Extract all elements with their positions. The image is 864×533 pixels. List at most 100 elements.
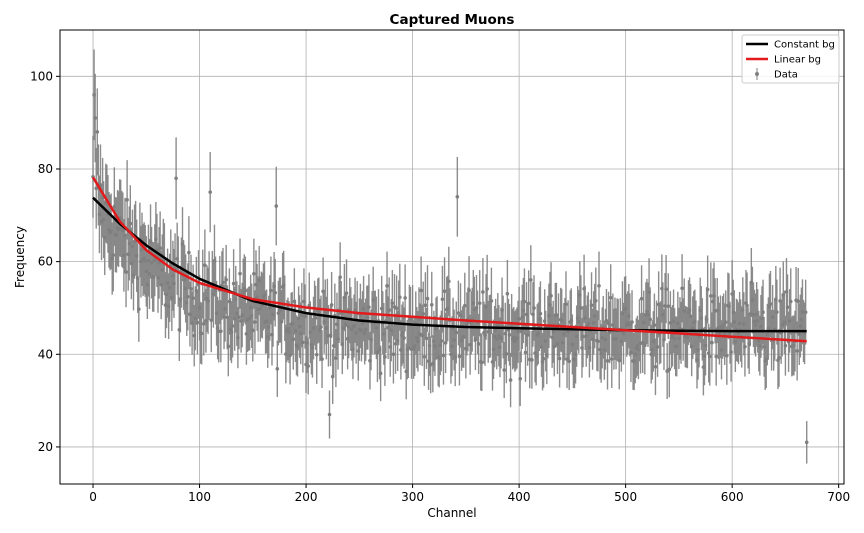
data-point [707, 354, 712, 359]
data-point [187, 250, 191, 255]
data-point [329, 303, 334, 307]
legend-label-linear-bg: Linear bg [774, 55, 821, 66]
data-point [489, 299, 494, 303]
data-point [95, 130, 100, 134]
data-point [639, 296, 644, 301]
data-point [231, 281, 236, 286]
data-point [761, 310, 765, 314]
data-point [367, 305, 371, 309]
data-point [221, 280, 225, 285]
data-point [480, 360, 484, 365]
data-point [667, 367, 672, 372]
data-point [714, 354, 718, 359]
y-tick-label: 40 [38, 347, 53, 361]
data-point [653, 364, 658, 369]
data-point [224, 277, 228, 282]
legend-box [741, 34, 840, 84]
data-point [743, 344, 747, 349]
data-point [796, 299, 800, 303]
data-point [275, 367, 280, 371]
legend-swatch-data [755, 68, 759, 80]
data-point [338, 275, 342, 279]
data-point [522, 299, 527, 304]
data-point [174, 176, 178, 181]
data-point [419, 288, 423, 293]
data-point [344, 291, 349, 295]
data-point [238, 271, 242, 276]
data-point [745, 303, 749, 308]
x-tick-label: 700 [827, 490, 850, 504]
data-point [532, 306, 536, 310]
data-point [291, 337, 296, 341]
data-point [596, 339, 600, 344]
data-point [124, 270, 128, 274]
data-point [226, 344, 231, 349]
data-point [549, 294, 553, 298]
data-point [526, 301, 531, 306]
data-point [775, 310, 779, 314]
data-point [111, 253, 116, 257]
data-point [481, 290, 485, 294]
data-point [387, 308, 391, 312]
data-point [320, 357, 324, 361]
data-point [230, 324, 235, 328]
data-point [391, 352, 396, 357]
data-point [128, 221, 133, 226]
data-point [557, 356, 562, 361]
data-point [456, 311, 461, 315]
data-point [199, 331, 204, 336]
data-point [243, 288, 248, 293]
data-point [579, 306, 583, 310]
data-point [648, 317, 652, 322]
data-point [664, 287, 668, 291]
data-point [441, 353, 446, 358]
data-point [785, 305, 790, 310]
x-tick-label: 400 [508, 490, 531, 504]
data-point [564, 302, 568, 307]
data-point [788, 299, 793, 304]
data-point [594, 298, 598, 303]
legend: Constant bg Linear bg Data [741, 34, 840, 84]
data-point [804, 440, 809, 445]
data-point [783, 343, 788, 348]
data-point [191, 296, 195, 300]
data-point [439, 339, 444, 343]
data-point [777, 356, 781, 360]
data-point [93, 116, 97, 120]
data-point [477, 301, 482, 305]
data-point [530, 358, 534, 362]
data-point [189, 286, 193, 291]
x-tick-label: 600 [721, 490, 744, 504]
data-point [334, 356, 338, 360]
data-point [502, 368, 506, 372]
data-point [778, 299, 782, 303]
data-point [508, 378, 513, 382]
data-point [394, 306, 399, 311]
data-point [447, 279, 451, 284]
data-point [476, 342, 481, 346]
x-tick-label: 300 [401, 490, 424, 504]
data-point [652, 323, 657, 327]
data-point [378, 371, 383, 376]
data-point [680, 286, 684, 291]
data-point [301, 340, 305, 345]
data-point [709, 294, 713, 298]
data-point [457, 354, 462, 359]
data-point [314, 352, 319, 357]
data-point [541, 356, 546, 361]
data-point [538, 311, 543, 316]
data-point [137, 307, 141, 311]
data-point [485, 287, 489, 291]
data-point [504, 352, 509, 356]
data-point [402, 336, 406, 340]
data-point [768, 302, 773, 306]
data-point [186, 294, 190, 299]
data-point [203, 263, 207, 267]
data-point [597, 284, 601, 288]
data-point [581, 334, 585, 339]
y-tick-label: 60 [38, 255, 53, 269]
x-axis-label: Channel [427, 506, 476, 520]
data-point [422, 354, 427, 359]
data-point [274, 204, 279, 208]
